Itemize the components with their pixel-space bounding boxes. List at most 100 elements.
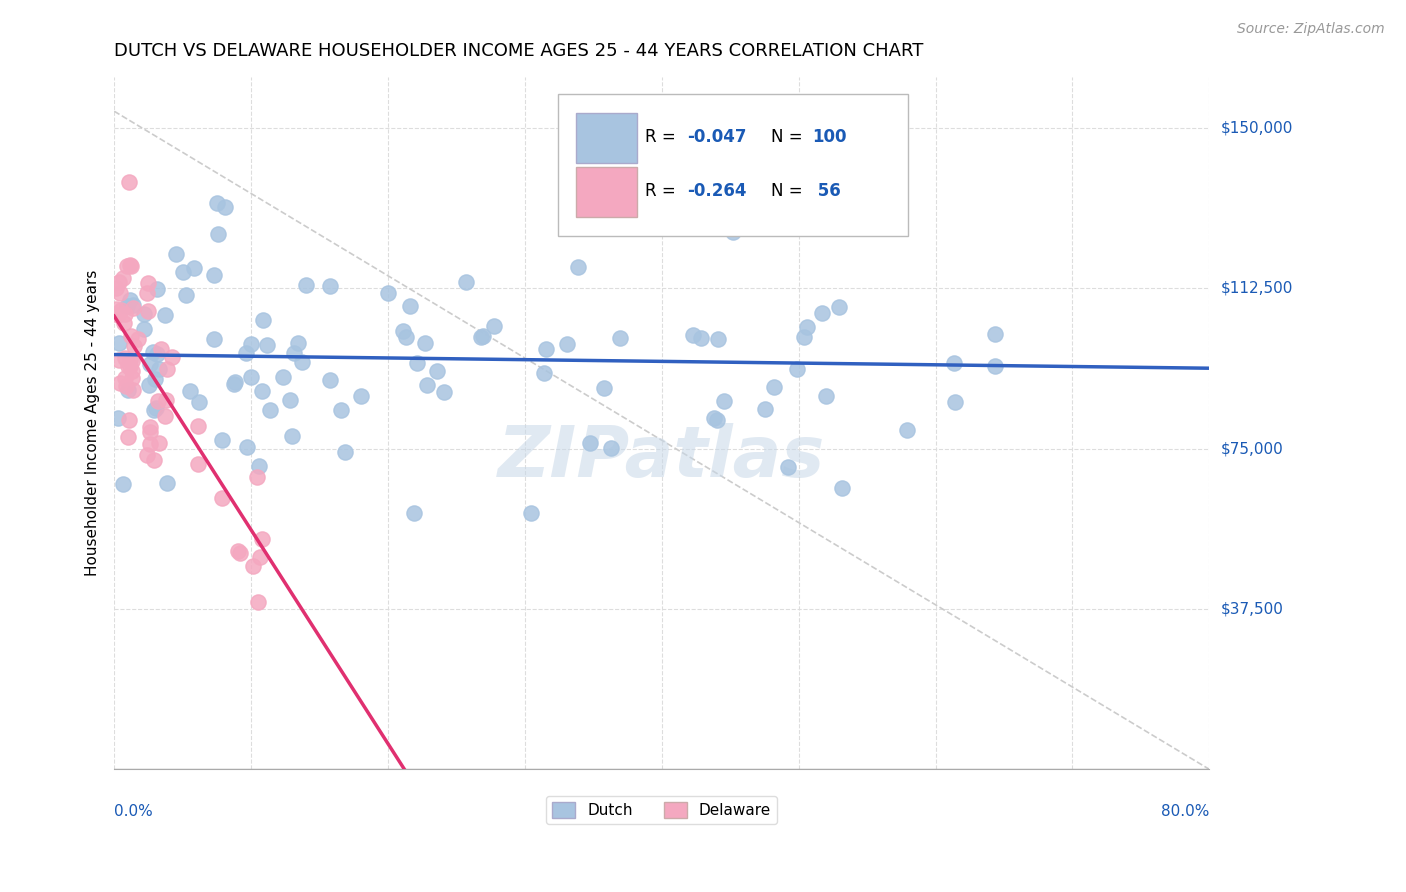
Point — [416, 378, 439, 392]
Point — [153, 308, 176, 322]
Point — [111, 477, 134, 491]
Point — [592, 381, 614, 395]
Point — [579, 436, 602, 450]
Point — [118, 412, 141, 426]
Point — [138, 378, 160, 392]
Point — [174, 288, 197, 302]
Point — [567, 260, 589, 275]
Point — [281, 429, 304, 443]
Point — [207, 227, 229, 242]
Point — [211, 434, 233, 448]
Point — [146, 347, 169, 361]
Point — [291, 355, 314, 369]
Point — [246, 470, 269, 484]
Point — [112, 316, 135, 330]
Text: $112,500: $112,500 — [1220, 281, 1292, 296]
Point — [134, 322, 156, 336]
Point — [139, 357, 162, 371]
Text: 100: 100 — [811, 128, 846, 146]
Text: N =: N = — [772, 128, 808, 146]
Point — [114, 371, 136, 385]
Point — [117, 359, 139, 374]
Point — [118, 258, 141, 272]
Point — [896, 423, 918, 437]
Point — [114, 351, 136, 365]
Point — [172, 265, 194, 279]
Point — [148, 362, 170, 376]
Point — [179, 384, 201, 398]
Point — [404, 506, 426, 520]
Point — [943, 395, 966, 409]
Point — [831, 481, 853, 495]
Point — [146, 393, 169, 408]
Point — [183, 261, 205, 276]
Legend: Dutch, Delaware: Dutch, Delaware — [547, 796, 778, 824]
Point — [122, 298, 145, 312]
Point — [136, 304, 159, 318]
Point — [224, 375, 246, 389]
Point — [426, 364, 449, 378]
Point — [239, 336, 262, 351]
Text: $75,000: $75,000 — [1220, 442, 1284, 456]
Point — [454, 275, 477, 289]
Text: 80.0%: 80.0% — [1161, 804, 1209, 819]
Point — [600, 442, 623, 456]
Point — [682, 328, 704, 343]
Point — [110, 302, 132, 317]
Point — [156, 361, 179, 376]
Point — [110, 286, 132, 301]
Point — [319, 279, 342, 293]
Point — [115, 260, 138, 274]
Point — [143, 403, 166, 417]
Point — [534, 342, 557, 356]
FancyBboxPatch shape — [576, 168, 637, 218]
Point — [108, 276, 131, 290]
Point — [105, 301, 128, 316]
Point — [148, 436, 170, 450]
Point — [278, 393, 301, 408]
Point — [127, 332, 149, 346]
Point — [120, 359, 142, 374]
Point — [333, 445, 356, 459]
Point — [187, 395, 209, 409]
Point — [472, 328, 495, 343]
Point — [114, 307, 136, 321]
Point — [138, 425, 160, 440]
Text: DUTCH VS DELAWARE HOUSEHOLDER INCOME AGES 25 - 44 YEARS CORRELATION CHART: DUTCH VS DELAWARE HOUSEHOLDER INCOME AGE… — [114, 42, 924, 60]
Point — [108, 353, 131, 368]
Point — [121, 383, 143, 397]
Point — [107, 411, 129, 425]
Point — [120, 353, 142, 368]
Point — [330, 403, 353, 417]
Point — [121, 354, 143, 368]
Point — [138, 277, 160, 291]
Point — [250, 384, 273, 398]
Text: R =: R = — [645, 128, 682, 146]
Point — [250, 533, 273, 547]
Point — [108, 376, 131, 390]
Text: $37,500: $37,500 — [1220, 601, 1284, 616]
Point — [249, 550, 271, 565]
Point — [796, 319, 818, 334]
Point — [406, 356, 429, 370]
Text: Source: ZipAtlas.com: Source: ZipAtlas.com — [1237, 22, 1385, 37]
Point — [811, 306, 834, 320]
Point — [187, 458, 209, 472]
Point — [136, 448, 159, 462]
Point — [153, 409, 176, 423]
Text: N =: N = — [772, 182, 808, 200]
Text: -0.264: -0.264 — [688, 182, 747, 200]
Point — [139, 437, 162, 451]
Text: R =: R = — [645, 182, 682, 200]
Point — [146, 282, 169, 296]
Point — [120, 329, 142, 343]
Point — [246, 595, 269, 609]
Point — [350, 389, 373, 403]
Point — [136, 286, 159, 301]
Point — [117, 383, 139, 397]
Point — [778, 460, 800, 475]
Point — [259, 403, 281, 417]
Point — [228, 543, 250, 558]
Point — [132, 307, 155, 321]
FancyBboxPatch shape — [558, 94, 908, 235]
